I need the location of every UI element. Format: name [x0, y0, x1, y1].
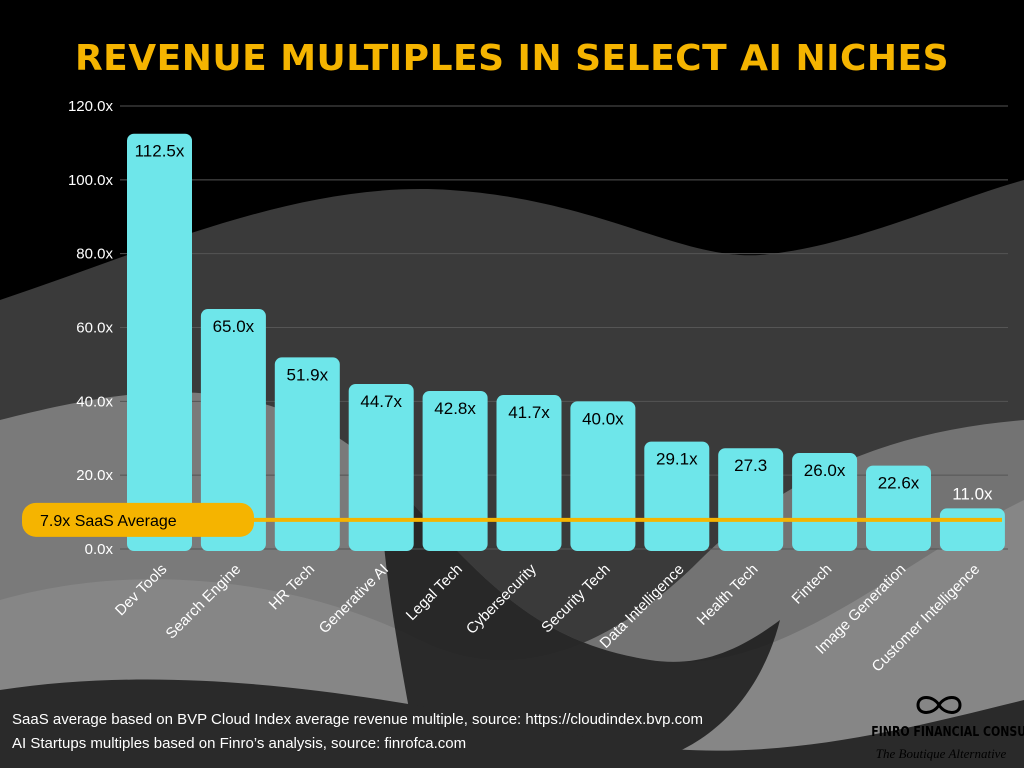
bar: [496, 395, 562, 551]
footnote-saas-source: SaaS average based on BVP Cloud Index av…: [12, 711, 703, 728]
brand-tagline: The Boutique Alternative: [875, 746, 1007, 761]
bar-chart: 0.0x 20.0x 40.0x 60.0x 80.0x 100.0x 120.0x 112.…: [22, 98, 1008, 675]
data-label: 42.8x: [434, 399, 476, 418]
infinity-icon: [916, 696, 962, 714]
data-label: 41.7x: [508, 403, 550, 422]
y-tick-label: 80.0x: [76, 246, 113, 263]
saas-average-label: 7.9x SaaS Average: [40, 513, 177, 530]
x-tick-label: Fintech: [789, 561, 836, 608]
saas-average-badge: [22, 502, 254, 537]
data-label: 11.0x: [952, 484, 993, 503]
data-label: 44.7x: [360, 392, 402, 411]
x-tick-label: Dev Tools: [112, 561, 170, 619]
data-label: 27.3: [734, 456, 767, 475]
x-tick-label: Security Tech: [538, 561, 613, 636]
bar: [792, 453, 858, 551]
bar: [644, 441, 710, 551]
bar: [274, 357, 340, 551]
data-label: 40.0x: [582, 409, 624, 428]
x-tick-label: Generative AI: [316, 561, 392, 637]
x-tick-label: Legal Tech: [403, 561, 466, 624]
y-tick-label: 20.0x: [76, 467, 113, 484]
bar: [127, 133, 192, 551]
data-label: 29.1x: [656, 450, 698, 469]
bar: [718, 448, 784, 551]
brand-name: FINRO FINANCIAL CONSULTING: [871, 725, 1024, 740]
y-tick-label: 40.0x: [76, 393, 113, 410]
data-label: 26.0x: [804, 461, 846, 480]
data-label: 22.6x: [878, 474, 920, 493]
x-tick-label: Health Tech: [694, 561, 762, 629]
bar: [570, 401, 636, 551]
data-label: 51.9x: [287, 365, 329, 384]
y-tick-label: 60.0x: [76, 320, 113, 337]
bar: [422, 390, 488, 551]
y-tick-label: 120.0x: [68, 98, 114, 115]
bar: [348, 383, 414, 551]
x-tick-label: HR Tech: [266, 561, 319, 614]
x-tick-label: Search Engine: [163, 561, 245, 643]
footnote-ai-source: AI Startups multiples based on Finro’s a…: [12, 735, 467, 752]
x-tick-label: Cybersecurity: [463, 560, 540, 637]
data-label: 112.5x: [135, 142, 185, 161]
y-tick-label: 100.0x: [68, 172, 114, 189]
data-label: 65.0x: [213, 317, 255, 336]
bar: [866, 465, 931, 551]
chart-title: REVENUE MULTIPLES IN SELECT AI NICHES: [74, 38, 950, 79]
bar: [939, 508, 1005, 551]
bar: [200, 309, 266, 551]
y-tick-label: 0.0x: [85, 541, 114, 558]
